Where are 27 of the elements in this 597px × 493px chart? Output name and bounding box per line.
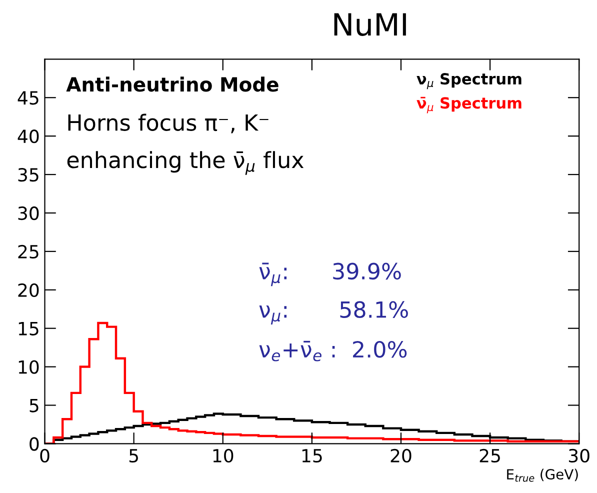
text: ν̄$_{μ}$ Spectrum bbox=[416, 96, 522, 114]
x-tick-label: 30 bbox=[568, 448, 590, 463]
x-tick-label: 20 bbox=[390, 448, 412, 463]
x-tick-label: 15 bbox=[302, 449, 322, 463]
y-tick-label: 40 bbox=[18, 130, 39, 144]
y-tick-label: 35 bbox=[18, 168, 38, 182]
y-tick-label: 45 bbox=[18, 91, 38, 105]
annotation: Anti-neutrino Mode bbox=[66, 76, 278, 92]
legend-label: ν$_{μ}$ Spectrum bbox=[416, 73, 522, 90]
x-tick-label: 0 bbox=[40, 448, 50, 463]
y-tick-label: 20 bbox=[18, 283, 39, 297]
chart-title: NuMI bbox=[334, 13, 406, 36]
x-tick-label: 5 bbox=[129, 449, 138, 463]
y-tick-label: 30 bbox=[18, 206, 39, 220]
y-tick-label: 0 bbox=[30, 437, 39, 451]
annotation: ν$_{e}$+ν̄$_{e}$ : 2.0% bbox=[259, 340, 407, 362]
annotation: Horns focus π⁻, K⁻ bbox=[68, 114, 268, 134]
annotation: enhancing the ν̄$_{μ}$ flux bbox=[67, 151, 304, 175]
y-tick-label: 25 bbox=[18, 244, 38, 259]
x-tick-label: 25 bbox=[480, 448, 500, 463]
annotation: ν$_{μ}$: 58.1% bbox=[259, 301, 408, 325]
x-axis-title: E$_{true}$ (GeV) bbox=[507, 468, 578, 482]
y-tick-label: 5 bbox=[30, 398, 38, 412]
y-tick-label: 10 bbox=[18, 360, 39, 374]
annotation: ν̄$_{μ}$: 39.9% bbox=[259, 262, 401, 286]
x-tick-label: 10 bbox=[213, 448, 234, 463]
y-tick-label: 15 bbox=[18, 322, 38, 336]
